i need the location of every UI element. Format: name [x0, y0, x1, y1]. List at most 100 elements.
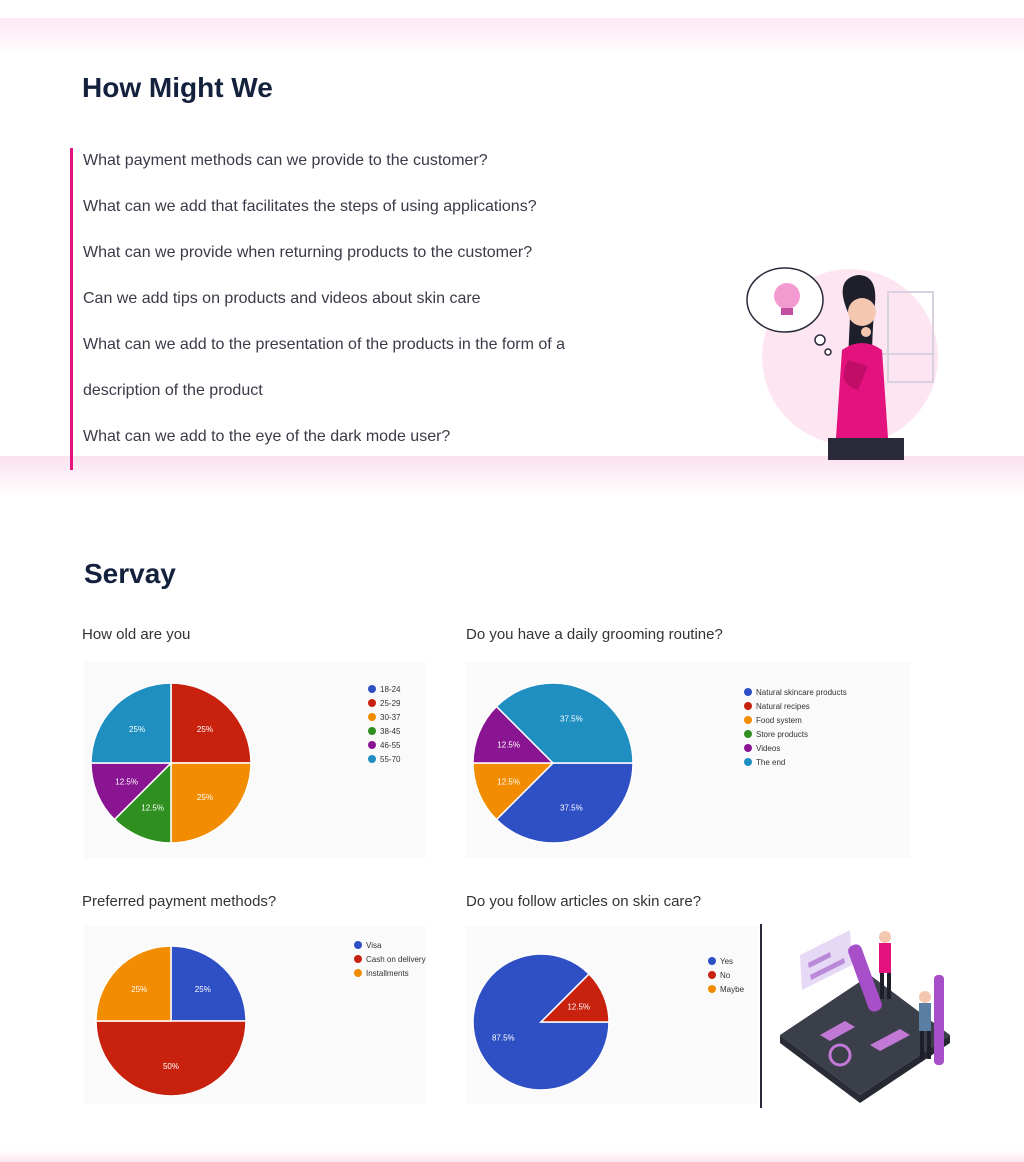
- question-item: Can we add tips on products and videos a…: [83, 290, 481, 307]
- legend-item-2-0: Visa: [354, 938, 426, 952]
- legend-label: Food system: [756, 715, 802, 725]
- how-might-we-question-list: What payment methods can we provide to t…: [70, 148, 565, 470]
- pie-data-label-1-0: 37.5%: [560, 803, 583, 812]
- question-item: description of the product: [83, 382, 263, 399]
- legend-swatch: [744, 758, 752, 766]
- question-item: What can we add to the presentation of t…: [83, 336, 566, 353]
- pie-slice-1-0: [495, 762, 634, 844]
- legend-item-1-2: Food system: [744, 713, 847, 727]
- legend-label: Store products: [756, 729, 809, 739]
- legend-label: Visa: [366, 940, 382, 950]
- legend-label: 25-29: [380, 698, 401, 708]
- legend-swatch: [368, 713, 376, 721]
- pie-slice-0-4: [90, 762, 173, 821]
- legend-articles: Yes No Maybe: [708, 954, 744, 996]
- chart-title-payment: Preferred payment methods?: [82, 893, 277, 910]
- vertical-divider: [760, 924, 762, 1108]
- legend-item-1-5: The end: [744, 755, 847, 769]
- question-item: What can we provide when returning produ…: [83, 244, 533, 261]
- legend-label: 30-37: [380, 712, 401, 722]
- pie-slice-0-3: [113, 761, 172, 844]
- survey-title: Servay: [84, 558, 176, 589]
- pie-slice-1-4: [472, 705, 555, 764]
- legend-item-0-1: 25-29: [368, 696, 400, 710]
- legend-swatch: [744, 688, 752, 696]
- legend-swatch: [744, 730, 752, 738]
- legend-swatch: [708, 971, 716, 979]
- pie-data-label-2-1: 50%: [163, 1062, 179, 1071]
- legend-label: Natural skincare products: [756, 687, 847, 697]
- pie-data-label-2-2: 25%: [131, 985, 147, 994]
- pie-data-label-3-1: 12.5%: [567, 1002, 590, 1011]
- pie-data-label-0-2: 25%: [197, 793, 213, 802]
- legend-item-1-0: Natural skincare products: [744, 685, 847, 699]
- pie-chart-grooming: 37.5% 12.5% 12.5% 37.5%: [472, 682, 634, 844]
- legend-item-3-2: Maybe: [708, 982, 744, 996]
- legend-label: The end: [756, 757, 786, 767]
- legend-item-0-5: 55-70: [368, 752, 400, 766]
- legend-item-1-1: Natural recipes: [744, 699, 847, 713]
- legend-item-1-4: Videos: [744, 741, 847, 755]
- pie-slice-2-2: [95, 945, 172, 1022]
- pie-slice-1-5: [495, 682, 634, 764]
- pie-slice-0-1: [170, 682, 252, 764]
- top-pink-band: [0, 18, 1024, 56]
- pie-data-label-0-5: 25%: [129, 725, 145, 734]
- legend-item-0-4: 46-55: [368, 738, 400, 752]
- question-item: What payment methods can we provide to t…: [83, 152, 488, 169]
- legend-label: Maybe: [720, 984, 745, 994]
- legend-label: 55-70: [380, 754, 401, 764]
- legend-label: 46-55: [380, 740, 401, 750]
- legend-swatch: [354, 969, 362, 977]
- legend-swatch: [354, 941, 362, 949]
- people-analyzing-data-illustration-icon: [780, 930, 950, 1103]
- legend-label: Cash on delivery: [366, 954, 426, 964]
- legend-item-2-2: Installments: [354, 966, 426, 980]
- pie-data-label-0-1: 25%: [197, 725, 213, 734]
- pie-slice-0-5: [90, 682, 172, 764]
- legend-swatch: [368, 699, 376, 707]
- legend-label: No: [720, 970, 731, 980]
- legend-swatch: [368, 755, 376, 763]
- legend-swatch: [744, 702, 752, 710]
- pie-data-label-3-0: 87.5%: [492, 1034, 515, 1043]
- legend-label: Natural recipes: [756, 701, 810, 711]
- legend-label: 38-45: [380, 726, 401, 736]
- chart-title-age: How old are you: [82, 626, 191, 643]
- legend-age: 18-24 25-29 30-37 38-45 46-55 55-70: [368, 682, 400, 766]
- legend-swatch: [354, 955, 362, 963]
- question-item: What can we add to the eye of the dark m…: [83, 428, 451, 445]
- pie-data-label-0-3: 12.5%: [141, 803, 164, 812]
- legend-payment: Visa Cash on delivery Installments: [354, 938, 426, 980]
- legend-swatch: [368, 685, 376, 693]
- legend-swatch: [744, 744, 752, 752]
- pie-slice-0-2: [170, 762, 252, 844]
- legend-swatch: [368, 741, 376, 749]
- legend-label: Installments: [366, 968, 409, 978]
- legend-grooming: Natural skincare products Natural recipes…: [744, 685, 847, 769]
- legend-item-3-1: No: [708, 968, 744, 982]
- pie-slice-3-0: [472, 953, 610, 1091]
- legend-swatch: [708, 985, 716, 993]
- pie-slice-2-1: [95, 1020, 247, 1097]
- pie-data-label-1-2: 12.5%: [497, 777, 520, 786]
- pie-data-label-2-0: 25%: [195, 985, 211, 994]
- pie-chart-age: 25% 25% 12.5% 12.5% 25%: [90, 682, 252, 844]
- legend-item-0-2: 30-37: [368, 710, 400, 724]
- legend-item-0-3: 38-45: [368, 724, 400, 738]
- how-might-we-title: How Might We: [82, 72, 273, 103]
- bottom-pink-band: [0, 1150, 1024, 1162]
- legend-swatch: [744, 716, 752, 724]
- legend-item-2-1: Cash on delivery: [354, 952, 426, 966]
- chart-title-articles: Do you follow articles on skin care?: [466, 893, 702, 910]
- legend-label: Videos: [756, 743, 781, 753]
- pie-data-label-1-5: 37.5%: [560, 715, 583, 724]
- question-item: What can we add that facilitates the ste…: [83, 198, 537, 215]
- legend-label: Yes: [720, 956, 734, 966]
- chart-title-grooming: Do you have a daily grooming routine?: [466, 626, 723, 643]
- pie-slice-2-0: [170, 945, 247, 1022]
- legend-item-1-3: Store products: [744, 727, 847, 741]
- legend-item-3-0: Yes: [708, 954, 744, 968]
- legend-item-0-0: 18-24: [368, 682, 400, 696]
- pie-chart-payment: 25% 50% 25%: [95, 945, 247, 1097]
